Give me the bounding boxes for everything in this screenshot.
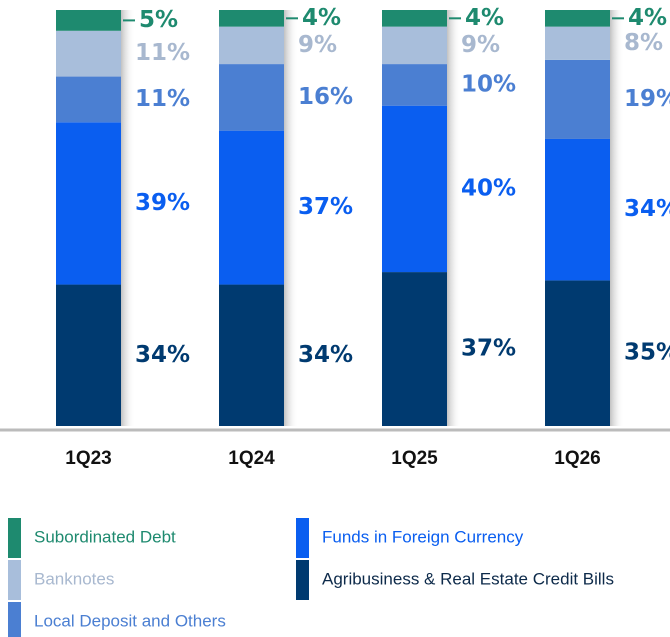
bar-segment <box>545 138 610 281</box>
bar-shadow <box>284 10 298 426</box>
bar-segment <box>219 130 284 285</box>
value-label: 4% <box>628 5 667 31</box>
value-label: 11% <box>135 86 190 112</box>
bar-segment <box>219 284 284 426</box>
value-label: 34% <box>624 196 670 222</box>
value-label: 37% <box>461 336 516 362</box>
legend-label: Local Deposit and Others <box>34 611 226 630</box>
legend-swatch <box>296 518 309 558</box>
bar-shadow <box>610 10 624 426</box>
value-label: 9% <box>461 32 500 58</box>
bar-segment <box>56 10 121 31</box>
bar-segment <box>382 272 447 426</box>
bar-segment <box>545 26 610 60</box>
value-label: 5% <box>139 7 178 33</box>
legend-label: Banknotes <box>34 569 114 588</box>
bar-segment <box>56 122 121 285</box>
value-label: 34% <box>135 342 190 368</box>
legend-label: Funds in Foreign Currency <box>322 527 524 546</box>
value-label: 4% <box>465 5 504 31</box>
value-label: 34% <box>298 342 353 368</box>
bar-segment <box>545 59 610 139</box>
legend-swatch <box>296 560 309 600</box>
legend-label: Subordinated Debt <box>34 527 176 546</box>
value-label: 39% <box>135 190 190 216</box>
bar-segment <box>56 284 121 426</box>
legend-swatch <box>8 602 21 637</box>
value-label: 9% <box>298 32 337 58</box>
bar-segment <box>382 10 447 27</box>
value-label: 10% <box>461 71 516 97</box>
bar-segment <box>219 26 284 65</box>
x-tick-label: 1Q24 <box>228 448 275 469</box>
value-label: 11% <box>135 40 190 66</box>
bar-segment <box>382 105 447 273</box>
x-tick-label: 1Q23 <box>65 448 111 469</box>
value-label: 16% <box>298 84 353 110</box>
x-tick-label: 1Q26 <box>554 448 600 469</box>
bar-segment <box>382 64 447 106</box>
x-tick-label: 1Q25 <box>391 448 438 469</box>
bar-segment <box>56 76 121 123</box>
bar-segment <box>545 280 610 426</box>
legend-swatch <box>8 560 21 600</box>
bar-segment <box>219 10 284 27</box>
bar-segment <box>56 30 121 77</box>
value-label: 35% <box>624 340 670 366</box>
bar-shadow <box>121 10 135 426</box>
bar-segment <box>545 10 610 27</box>
legend-swatch <box>8 518 21 558</box>
legend-label: Agribusiness & Real Estate Credit Bills <box>322 569 614 588</box>
value-label: 37% <box>298 194 353 220</box>
bar-segment <box>219 64 284 131</box>
bar-shadow <box>447 10 461 426</box>
value-label: 8% <box>624 30 663 56</box>
value-label: 19% <box>624 86 670 112</box>
value-label: 4% <box>302 5 341 31</box>
bar-segment <box>382 26 447 65</box>
value-label: 40% <box>461 175 516 201</box>
